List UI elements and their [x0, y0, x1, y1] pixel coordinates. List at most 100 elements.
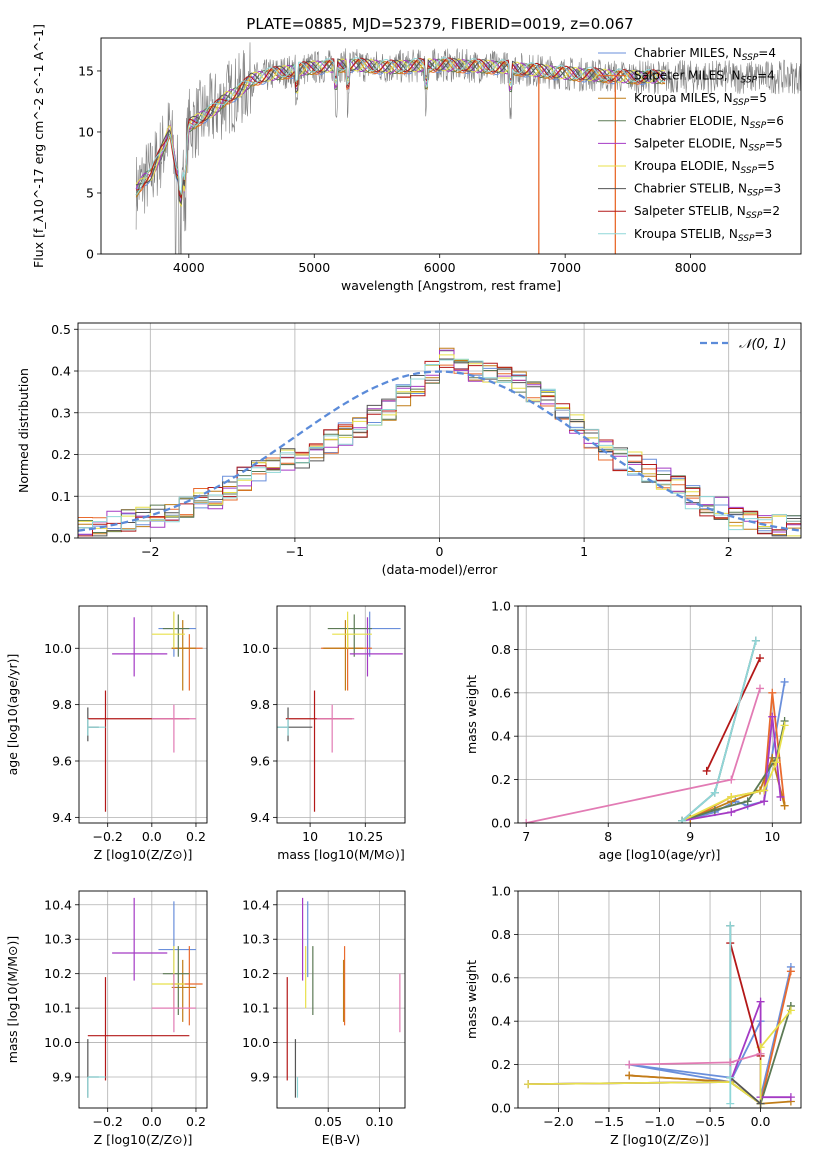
y-tick-label: 10.4 [242, 897, 270, 912]
x-tick-label: −0.5 [695, 1114, 725, 1129]
mass-weight-marker [524, 1080, 533, 1089]
y-axis-label: mass weight [464, 960, 479, 1039]
mass-weight-marker [726, 1058, 735, 1067]
mass-weight-marker [751, 636, 760, 645]
x-axis-label: Z [log10(Z/Z⊙)] [94, 1132, 193, 1147]
y-tick-label: 10.1 [242, 1001, 270, 1016]
y-tick-label: 0.0 [51, 531, 71, 546]
mass-weight-marker [780, 721, 789, 730]
y-tick-label: 10.0 [242, 641, 270, 656]
x-tick-label: 2 [725, 544, 733, 559]
x-axis-label: (data-model)/error [382, 562, 499, 577]
panel-mass_vs_Z: −0.2 0.0 0.2 9.9 10.0 10.1 10.2 10.3 10.4 Z [log1… [5, 890, 208, 1147]
y-tick-label: 1.0 [491, 599, 511, 614]
y-tick-label: 0.0 [491, 816, 511, 831]
mass-weight-marker [702, 766, 711, 775]
y-tick-label: 0 [86, 247, 94, 262]
y-tick-label: 10.0 [44, 1035, 72, 1050]
y-tick-label: 9.6 [52, 754, 72, 769]
axes-frame [276, 605, 406, 824]
y-tick-label: 10.0 [44, 641, 72, 656]
x-tick-label: 0.10 [365, 1114, 393, 1129]
legend-entry: Chabrier MILES, NSSP=4 [634, 46, 776, 63]
x-tick-label: 8000 [675, 260, 707, 275]
panel-age_vs_mass: 10 10.25 9.4 9.6 9.8 10.0 mass [log10(M/M⊙)] [242, 605, 406, 862]
mass-weight-marker [760, 786, 769, 795]
mass-weight-marker [756, 1099, 765, 1108]
plot-area [277, 606, 405, 823]
mass-weight-marker [522, 819, 531, 823]
panel-massweight_vs_Z: −2.0 −1.5 −1.0 −0.5 0.0 0.0 0.2 0.4 0.6 0.8 1.0 Z [… [464, 884, 802, 1147]
panel-age_vs_Z: −0.2 0.0 0.2 9.4 9.6 9.8 10.0 Z [log10(Z/Z⊙)] ag… [5, 605, 208, 862]
x-axis-label: mass [log10(M/M⊙)] [277, 847, 405, 862]
mass-weight-marker [768, 712, 777, 721]
legend-entry: Chabrier STELIB, NSSP=3 [634, 182, 781, 199]
y-tick-label: 0.5 [51, 322, 71, 337]
axes-frame [517, 890, 802, 1109]
x-tick-label: 9 [686, 829, 694, 844]
x-tick-label: 7000 [549, 260, 581, 275]
y-axis-label: Flux [f_λ10^-17 erg cm^-2 s^-1 A^-1] [31, 24, 46, 268]
x-tick-label: 0.2 [186, 1114, 206, 1129]
plot-area [78, 323, 801, 538]
panel-residual_distribution: −2 −1 0 1 2 0.0 0.1 0.2 0.3 0.4 0.5 (data-model)/er… [16, 322, 802, 577]
mass-weight-marker [726, 1073, 735, 1082]
y-tick-label: 0.2 [491, 772, 511, 787]
mass-weight-track [705, 657, 761, 772]
mass-weight-marker [625, 1060, 634, 1069]
x-tick-label: −1.5 [594, 1114, 624, 1129]
mass-weight-marker [743, 797, 752, 806]
plot-area [135, 42, 801, 254]
plot-area [277, 891, 405, 1108]
x-tick-label: 10 [302, 829, 318, 844]
plot-area [518, 606, 801, 823]
mass-weight-marker [760, 797, 769, 806]
y-tick-label: 10.1 [44, 1001, 72, 1016]
mass-weight-marker [727, 808, 736, 817]
y-tick-label: 10.2 [242, 966, 270, 981]
mass-weight-marker [786, 1006, 795, 1015]
x-tick-label: −2 [141, 544, 159, 559]
x-tick-label: 0 [436, 544, 444, 559]
y-tick-label: 0.6 [491, 685, 511, 700]
axes-frame [78, 605, 208, 824]
mass-weight-marker [625, 1071, 634, 1080]
x-axis-label: wavelength [Angstrom, rest frame] [341, 278, 561, 293]
x-tick-label: 8 [604, 829, 612, 844]
panel-spectrum: 4000 5000 6000 7000 8000 0 5 10 15 wavelength [An… [31, 24, 802, 293]
mass-weight-marker [780, 677, 789, 686]
x-tick-label: 0.05 [314, 1114, 342, 1129]
y-axis-label: age [log10(age/yr)] [5, 654, 20, 776]
mass-weight-marker [772, 758, 781, 767]
mass-weight-marker [710, 805, 719, 814]
x-tick-label: −1 [286, 544, 304, 559]
legend-entry: 𝒩(0, 1) [739, 337, 786, 352]
mass-weight-marker [780, 801, 789, 810]
y-tick-label: 0.0 [491, 1101, 511, 1116]
y-tick-label: 0.1 [51, 489, 71, 504]
y-tick-label: 15 [78, 63, 94, 78]
y-axis-label: Normed distribution [16, 368, 31, 493]
y-tick-label: 9.6 [250, 754, 270, 769]
y-tick-label: 0.4 [51, 364, 71, 379]
x-tick-label: 0.0 [142, 829, 162, 844]
x-tick-label: 0.0 [142, 1114, 162, 1129]
model-spectrum-line [135, 58, 666, 207]
y-tick-label: 0.2 [491, 1057, 511, 1072]
y-tick-label: 10.0 [242, 1035, 270, 1050]
y-tick-label: 0.4 [491, 729, 511, 744]
x-tick-label: 4000 [173, 260, 205, 275]
legend-entry: Kroupa STELIB, NSSP=3 [634, 227, 772, 244]
x-tick-label: 10 [764, 829, 780, 844]
mass-weight-marker [678, 816, 687, 823]
legend-entry: Salpeter MILES, NSSP=4 [634, 69, 775, 86]
mass-weight-marker [710, 788, 719, 797]
mass-weight-marker [726, 1099, 735, 1108]
y-tick-label: 0.3 [51, 405, 71, 420]
y-tick-label: 9.4 [250, 810, 270, 825]
y-tick-label: 9.9 [250, 1070, 270, 1085]
y-tick-label: 1.0 [491, 884, 511, 899]
axes-frame [276, 890, 406, 1109]
x-tick-label: 7 [522, 829, 530, 844]
legend-entry: Chabrier ELODIE, NSSP=6 [634, 114, 784, 131]
